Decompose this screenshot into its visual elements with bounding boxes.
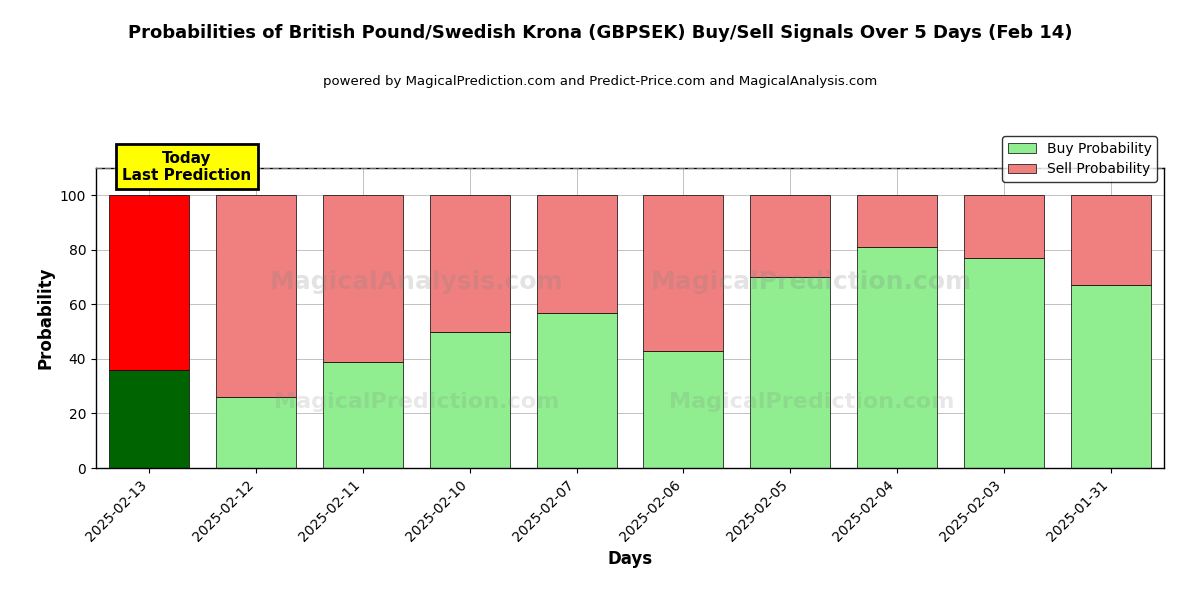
Bar	[857, 195, 937, 247]
Text: powered by MagicalPrediction.com and Predict-Price.com and MagicalAnalysis.com: powered by MagicalPrediction.com and Pre…	[323, 75, 877, 88]
Bar	[109, 370, 190, 468]
Y-axis label: Probability: Probability	[36, 267, 54, 369]
Bar	[750, 277, 830, 468]
Text: MagicalAnalysis.com: MagicalAnalysis.com	[270, 270, 563, 294]
Text: MagicalPrediction.com: MagicalPrediction.com	[668, 392, 954, 412]
Bar	[430, 332, 510, 468]
Bar	[216, 195, 296, 397]
Bar	[964, 258, 1044, 468]
X-axis label: Days: Days	[607, 550, 653, 568]
Bar	[1070, 285, 1151, 468]
Bar	[964, 195, 1044, 258]
Bar	[750, 195, 830, 277]
Legend: Buy Probability, Sell Probability: Buy Probability, Sell Probability	[1002, 136, 1157, 182]
Bar	[857, 247, 937, 468]
Bar	[216, 397, 296, 468]
Bar	[643, 351, 724, 468]
Text: MagicalPrediction.com: MagicalPrediction.com	[274, 392, 559, 412]
Bar	[430, 195, 510, 332]
Bar	[536, 195, 617, 313]
Bar	[323, 195, 403, 362]
Bar	[323, 362, 403, 468]
Bar	[643, 195, 724, 351]
Text: Probabilities of British Pound/Swedish Krona (GBPSEK) Buy/Sell Signals Over 5 Da: Probabilities of British Pound/Swedish K…	[127, 24, 1073, 42]
Bar	[109, 195, 190, 370]
Bar	[536, 313, 617, 468]
Bar	[1070, 195, 1151, 285]
Text: MagicalPrediction.com: MagicalPrediction.com	[650, 270, 972, 294]
Text: Today
Last Prediction: Today Last Prediction	[122, 151, 252, 183]
